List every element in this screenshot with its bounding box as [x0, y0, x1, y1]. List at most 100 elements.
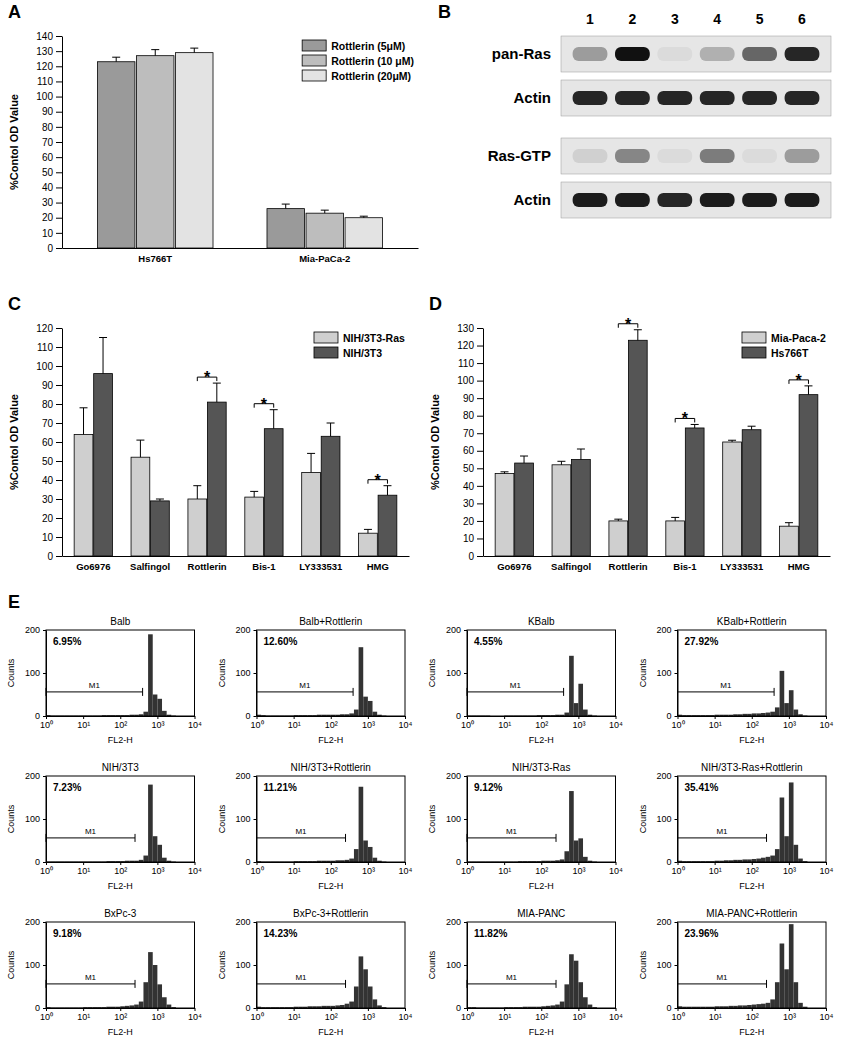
- tick: Hs766T: [138, 253, 172, 264]
- histogram-bars: [678, 924, 808, 1008]
- tick-label: 50: [42, 456, 54, 467]
- tick: 100: [656, 960, 677, 970]
- x-axis: 10⁰10¹10²10³10⁴: [461, 862, 623, 876]
- tick: 100: [235, 668, 256, 678]
- tick-mark: [254, 922, 257, 923]
- tick-label: 200: [235, 917, 250, 927]
- tick: 10³: [572, 716, 585, 730]
- legend-item: Mia-Paca-2: [742, 332, 826, 344]
- tick-mark: [56, 142, 62, 143]
- tick-label: 30: [463, 498, 475, 509]
- x-axis: 10⁰10¹10²10³10⁴: [671, 716, 833, 730]
- tick: 10⁰: [671, 862, 684, 876]
- gate-label: M1: [510, 681, 522, 690]
- tick: 10⁴: [820, 716, 834, 730]
- tick: HMG: [367, 561, 389, 572]
- tick-label: 20: [42, 212, 54, 223]
- tick: 10⁴: [188, 1008, 202, 1022]
- panel-label: E: [8, 592, 20, 612]
- histogram-bar: [784, 703, 789, 716]
- histogram-bar: [157, 845, 162, 862]
- tick-label: 200: [446, 771, 461, 781]
- error-bar: [282, 204, 290, 209]
- tick-label: 120: [36, 323, 53, 334]
- tick: 80: [42, 122, 62, 133]
- annotation: 4.55%: [474, 636, 502, 647]
- panel-title: MIA-PANC+Rottlerin: [706, 908, 797, 919]
- y-axis-title: %Contol OD Value: [8, 394, 20, 490]
- plot: 0102030405060708090100110120130Go6976Sal…: [429, 316, 831, 572]
- tick-mark: [789, 716, 790, 719]
- tick-label: 10¹: [77, 866, 90, 876]
- tick-label: 10⁰: [461, 1012, 474, 1022]
- tick: 100: [446, 960, 467, 970]
- histogram-bar: [574, 961, 579, 1008]
- annotation: 9.12%: [474, 782, 502, 793]
- lane-label: 3: [671, 11, 679, 27]
- tick-label: 10⁴: [609, 720, 623, 730]
- tick-label: 140: [36, 31, 53, 42]
- legend-swatch: [302, 55, 326, 66]
- axis-line: [467, 777, 468, 863]
- axis-line: [257, 923, 258, 1009]
- bar: [137, 56, 174, 248]
- histogram-bar: [569, 791, 574, 862]
- tick-mark: [467, 862, 468, 865]
- x-axis: Go6976SalfingolRottlerinBis-1LY333531HMG: [484, 557, 831, 572]
- tick-mark: [294, 862, 295, 865]
- y-axis-title: Counts: [638, 804, 648, 833]
- histogram-bar: [555, 1005, 560, 1008]
- tick-mark: [789, 1008, 790, 1011]
- tick-label: 120: [457, 340, 474, 351]
- tick-mark: [195, 1008, 196, 1011]
- histogram-panel: 010020010⁰10¹10²10³10⁴NIH/3T3-Ras9.12%M1…: [427, 762, 623, 891]
- tick: 130: [457, 323, 483, 334]
- bar: [188, 499, 207, 556]
- axis-line: [484, 556, 831, 557]
- tick-mark: [464, 630, 467, 631]
- tick-mark: [56, 556, 62, 557]
- tick: 140: [36, 31, 62, 42]
- tick-label: 10⁰: [40, 866, 53, 876]
- tick: 90: [42, 106, 62, 117]
- error-bar: [360, 216, 368, 218]
- plot-frame: [46, 630, 195, 716]
- tick-label: 100: [25, 960, 40, 970]
- tick: Bis-1: [673, 561, 697, 572]
- tick-mark: [578, 862, 579, 865]
- axis-line: [46, 777, 47, 863]
- significance-label: *: [625, 316, 632, 333]
- plot-frame: [257, 922, 406, 1008]
- tick-mark: [195, 862, 196, 865]
- tick-mark: [477, 486, 483, 487]
- error-bar: [270, 410, 278, 429]
- tick-label: 10⁰: [250, 1012, 263, 1022]
- tick-label: 10¹: [288, 1012, 301, 1022]
- bar: [378, 495, 397, 556]
- annotation: 6.95%: [53, 636, 81, 647]
- band: [700, 149, 735, 163]
- histogram-bar: [345, 1004, 350, 1008]
- tick-mark: [56, 51, 62, 52]
- tick-mark: [56, 423, 62, 424]
- plot: 0102030405060708090100110120130140Hs766T…: [8, 31, 419, 264]
- histogram-panel: 010020010⁰10¹10²10³10⁴NIH/3T3+Rottlerin1…: [217, 762, 413, 891]
- tick-label: 80: [42, 399, 54, 410]
- tick: 110: [37, 342, 62, 353]
- tick-label: 60: [42, 152, 54, 163]
- tick-label: Bis-1: [252, 561, 276, 572]
- tick-label: LY333531: [299, 561, 343, 572]
- histogram-bar: [789, 782, 794, 862]
- panel-label: C: [8, 294, 21, 314]
- tick: 10¹: [288, 1008, 301, 1022]
- tick-mark: [56, 404, 62, 405]
- histogram-bar: [363, 841, 368, 863]
- tick: 10²: [746, 716, 759, 730]
- tick: 10²: [746, 862, 759, 876]
- panel-title: BxPc-3: [104, 908, 137, 919]
- histogram-bar: [775, 982, 780, 1008]
- tick-mark: [56, 328, 62, 329]
- tick-mark: [157, 716, 158, 719]
- tick-mark: [56, 480, 62, 481]
- plot-frame: [467, 922, 616, 1008]
